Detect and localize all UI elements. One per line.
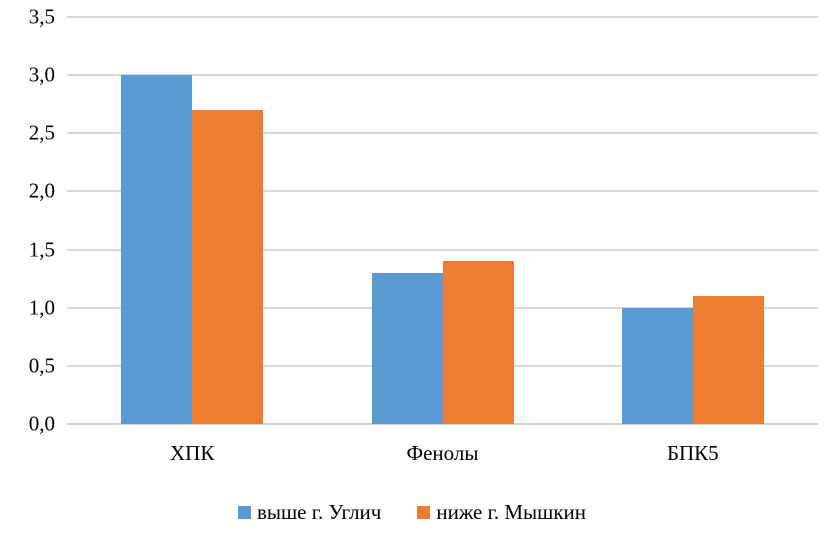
bar-ХПК-series-1 — [121, 75, 193, 424]
y-axis-tick-label: 0,5 — [28, 353, 55, 378]
gridline — [67, 74, 818, 77]
legend-label: ниже г. Мышкин — [436, 500, 586, 524]
bar-БПК5-series-1 — [621, 307, 693, 424]
y-axis-tick-label: 2,5 — [28, 120, 55, 145]
x-axis-label: Фенолы — [406, 441, 479, 465]
gridline — [67, 248, 818, 251]
y-axis-tick-label: 3,0 — [28, 62, 55, 87]
legend-swatch-icon — [417, 505, 431, 519]
bar-БПК5-series-2 — [692, 296, 764, 424]
y-axis-tick-label: 0,0 — [28, 411, 55, 436]
y-axis-tick-label: 3,5 — [28, 4, 55, 29]
legend-swatch-icon — [237, 505, 251, 519]
x-axis-line — [67, 423, 818, 425]
y-axis-tick-label: 2,0 — [28, 178, 55, 203]
gridline — [67, 190, 818, 193]
x-axis-label: БПК5 — [666, 441, 719, 465]
y-axis-tick-label: 1,5 — [28, 237, 55, 262]
legend-item: ниже г. Мышкин — [417, 501, 586, 523]
bar-ХПК-series-2 — [192, 110, 264, 424]
legend-label: выше г. Углич — [256, 500, 382, 524]
gridline — [67, 132, 818, 135]
bar-Фенолы-series-2 — [442, 261, 514, 424]
bar-Фенолы-series-1 — [371, 272, 443, 424]
legend: выше г. Углич ниже г. Мышкин — [0, 501, 824, 523]
y-axis-tick-label: 1,0 — [28, 295, 55, 320]
legend-item: выше г. Углич — [237, 500, 382, 524]
gridline — [67, 16, 818, 18]
x-axis-label: ХПК — [169, 441, 215, 465]
